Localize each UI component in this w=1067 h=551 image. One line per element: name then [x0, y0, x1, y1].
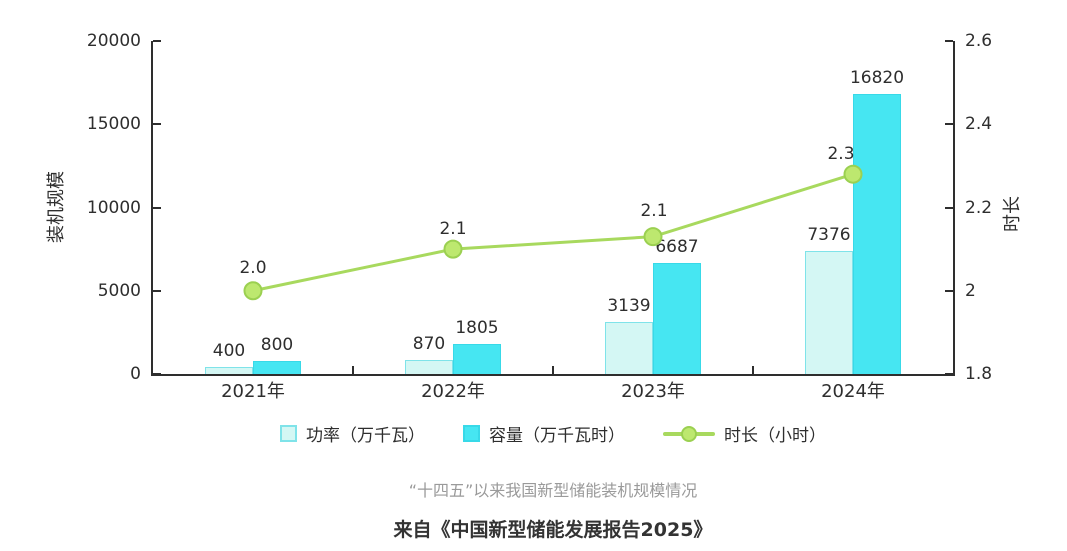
x-axis-tick [552, 366, 554, 374]
capacity-bar [853, 93, 901, 374]
left-axis-tick [153, 373, 161, 375]
legend-item: 时长（小时） [663, 421, 826, 446]
capacity-bar [653, 262, 701, 374]
legend-line-marker [681, 425, 697, 442]
chart-subtitle: “十四五”以来我国新型储能装机规模情况 [408, 481, 698, 500]
left-axis-tick [153, 123, 161, 126]
y-axis-right-spine [953, 41, 955, 374]
right-axis-tick-label: 2.4 [965, 114, 993, 135]
x-axis-tick [752, 366, 754, 374]
left-axis-tick-label: 15000 [86, 114, 141, 135]
power-value-label: 400 [212, 341, 246, 362]
duration-line-layer [243, 164, 863, 301]
power-value-label: 870 [412, 333, 446, 354]
legend-line-swatch [663, 425, 715, 442]
right-axis-tick-label: 2.6 [965, 31, 993, 51]
left-axis-tick-label: 5000 [97, 280, 141, 301]
duration-point-marker [243, 281, 263, 301]
legend-color-swatch [463, 425, 480, 442]
chart-legend: 功率（万千瓦） 容量（万千瓦时） 时长（小时） [153, 421, 953, 446]
duration-point-label: 2.0 [239, 257, 267, 278]
x-axis-tick-label: 2023年 [621, 381, 685, 402]
right-axis-tick [945, 289, 953, 292]
capacity-value-label: 16820 [849, 67, 905, 88]
right-axis-tick [945, 373, 953, 375]
duration-point-marker [643, 227, 663, 247]
legend-label: 容量（万千瓦时） [489, 426, 625, 446]
capacity-value-label: 6687 [655, 236, 699, 257]
right-axis-tick-label: 2 [965, 280, 976, 301]
left-axis-tick [153, 206, 161, 209]
y-axis-left-spine [151, 41, 153, 374]
capacity-value-label: 1805 [455, 317, 499, 338]
duration-point-label: 2.3 [827, 144, 855, 165]
right-axis-tick-label: 1.8 [965, 364, 993, 384]
duration-point-label: 2.1 [640, 200, 668, 221]
left-axis-tick [153, 40, 161, 42]
x-axis-tick-label: 2021年 [221, 381, 285, 402]
right-axis-title: 时长 [1002, 196, 1023, 232]
legend-item: 容量（万千瓦时） [463, 421, 625, 446]
duration-point-marker [843, 164, 863, 184]
power-bar [405, 359, 453, 374]
capacity-value-label: 800 [260, 334, 294, 355]
duration-point-marker [443, 239, 463, 259]
right-axis-tick [945, 123, 953, 126]
legend-label: 功率（万千瓦） [306, 426, 425, 446]
power-bar [205, 367, 253, 374]
duration-point-label: 2.1 [439, 219, 467, 240]
legend-color-swatch [280, 425, 297, 442]
chart-source: 来自《中国新型储能发展报告2025》 [393, 519, 713, 541]
x-axis-tick [352, 366, 354, 374]
x-axis-tick-label: 2024年 [821, 381, 885, 402]
right-axis-tick [945, 206, 953, 209]
left-axis-tick-label: 10000 [86, 197, 141, 218]
capacity-bar [453, 343, 501, 374]
power-bar [805, 251, 853, 374]
power-bar [605, 321, 653, 374]
left-axis-tick-label: 0 [130, 364, 141, 384]
legend-item: 功率（万千瓦） [280, 421, 425, 446]
legend-label: 时长（小时） [724, 426, 826, 446]
x-axis-spine [151, 374, 955, 376]
x-axis-tick-label: 2022年 [421, 381, 485, 402]
right-axis-tick-label: 2.2 [965, 197, 993, 218]
left-axis-title: 装机规模 [46, 171, 67, 243]
power-value-label: 3139 [607, 295, 651, 316]
right-axis-tick [945, 40, 953, 42]
duration-line [252, 172, 854, 293]
capacity-bar [253, 360, 301, 374]
left-axis-tick-label: 20000 [86, 31, 141, 51]
power-value-label: 7376 [807, 225, 851, 246]
left-axis-tick [153, 289, 161, 292]
